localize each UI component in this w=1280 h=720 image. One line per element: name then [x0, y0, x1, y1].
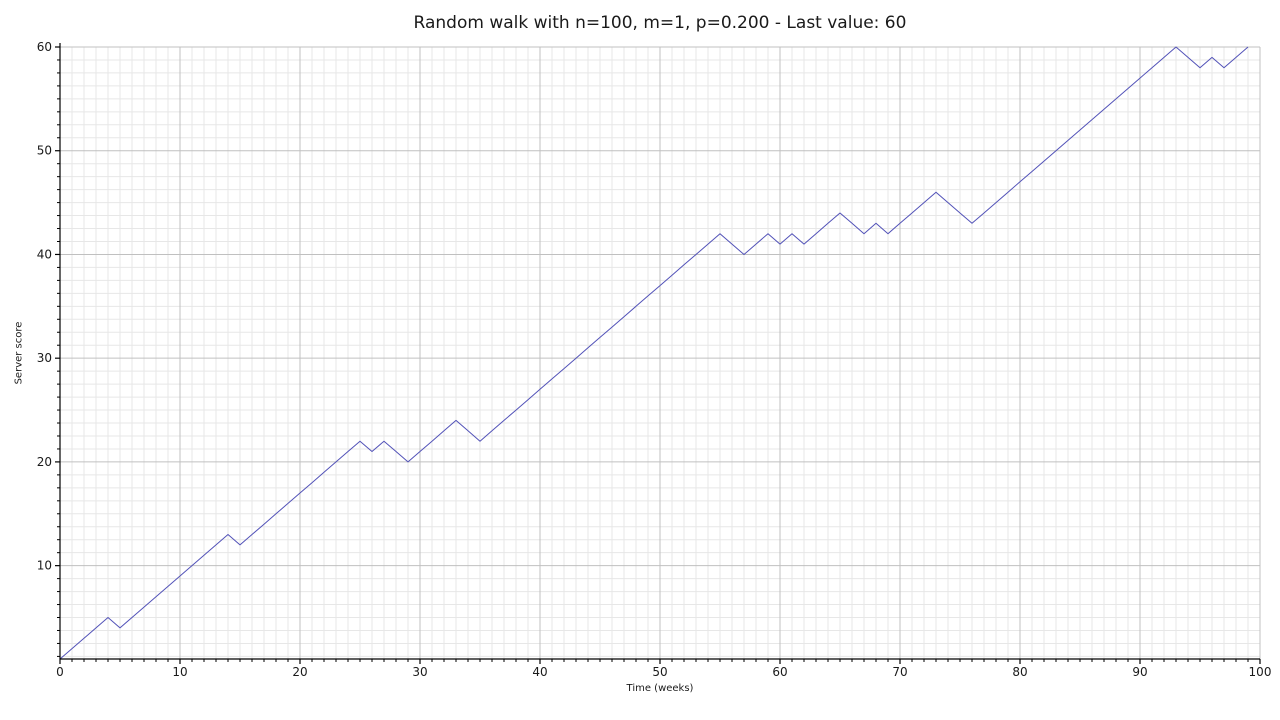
x-tick-label: 40: [532, 665, 547, 679]
x-tick-label: 90: [1132, 665, 1147, 679]
x-tick-label: 20: [292, 665, 307, 679]
y-tick-label: 10: [37, 559, 52, 573]
x-tick-label: 10: [172, 665, 187, 679]
random-walk-line: [59, 46, 1249, 660]
y-tick-label: 20: [37, 455, 52, 469]
x-tick-label: 0: [56, 665, 64, 679]
chart-title: Random walk with n=100, m=1, p=0.200 - L…: [413, 13, 907, 33]
x-tick-label: 70: [892, 665, 907, 679]
y-tick-label: 30: [37, 351, 52, 365]
x-tick-label: 100: [1249, 665, 1272, 679]
y-tick-label: 40: [37, 247, 52, 261]
y-tick-label: 50: [37, 144, 52, 158]
x-tick-label: 30: [412, 665, 427, 679]
x-tick-label: 50: [652, 665, 667, 679]
y-tick-label: 60: [37, 40, 52, 54]
y-axis-label: Server score: [13, 321, 25, 385]
x-axis-label: Time (weeks): [626, 683, 694, 694]
x-tick-label: 60: [772, 665, 787, 679]
x-tick-label: 80: [1012, 665, 1027, 679]
